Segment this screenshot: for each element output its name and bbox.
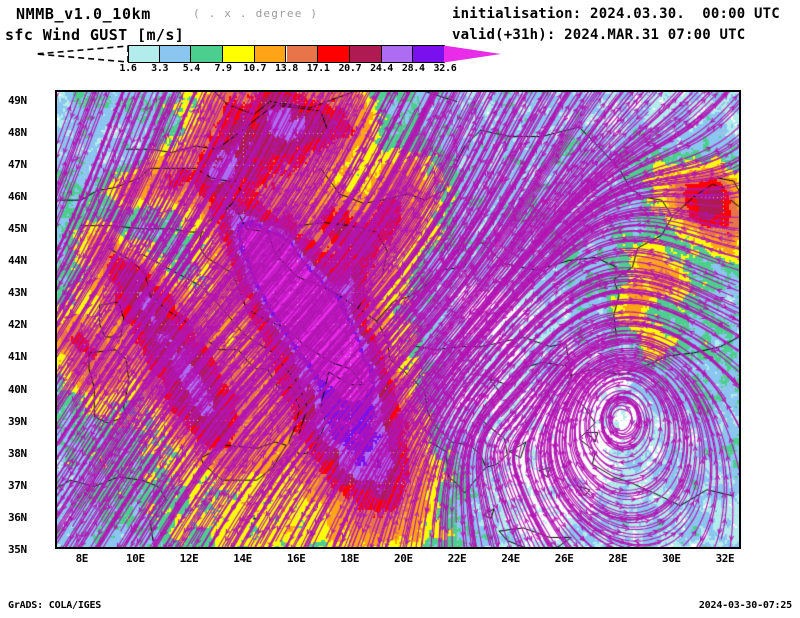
x-axis-tick: 18E (340, 552, 360, 565)
x-axis-tick: 20E (394, 552, 413, 565)
colorbar-tick: 7.9 (214, 63, 232, 74)
render-timestamp: 2024-03-30-07:25 (698, 600, 792, 611)
y-axis-tick: 44N (8, 254, 27, 268)
colorbar-segment (381, 45, 414, 63)
resolution-note: ( . x . degree ) (193, 7, 319, 20)
colorbar-segment (128, 45, 160, 63)
x-axis-tick: 14E (233, 552, 252, 565)
colorbar-segment (254, 45, 287, 63)
header: NMMB_v1.0_10km ( . x . degree ) sfc Wind… (0, 0, 800, 86)
x-axis-tick: 30E (661, 552, 681, 565)
colorbar-tick: 32.6 (433, 63, 457, 74)
colorbar-tick: 28.4 (401, 63, 425, 74)
grads-credit: GrADS: COLA/IGES (8, 600, 102, 611)
colorbar-under-arrow-icon (28, 45, 128, 63)
colorbar-tick: 3.3 (151, 63, 169, 74)
colorbar-segment (286, 45, 319, 63)
forecast-map[interactable] (55, 90, 741, 549)
x-axis-tick: 26E (554, 552, 574, 565)
colorbar-segment (159, 45, 192, 63)
y-axis-tick: 35N (8, 543, 27, 556)
y-axis-tick: 47N (8, 157, 27, 171)
model-title: NMMB_v1.0_10km (16, 5, 151, 23)
colorbar-tick: 17.1 (306, 63, 330, 74)
colorbar-legend: 1.6 3.3 5.4 7.9 10.7 13.8 17.1 20.7 24.4 28.4 32.6 (0, 44, 501, 84)
colorbar-segment (318, 45, 350, 63)
y-axis-tick: 37N (8, 478, 27, 492)
variable-title: sfc Wind GUST [m/s] (5, 26, 185, 44)
colorbar-over-arrow-icon (444, 45, 501, 63)
colorbar-tick: 20.7 (338, 63, 362, 74)
colorbar-tick: 5.4 (182, 63, 200, 74)
colorbar-segment (223, 45, 255, 63)
x-axis-tick: 22E (447, 552, 467, 565)
x-axis-tick: 16E (286, 552, 306, 565)
y-axis-tick: 42N (8, 318, 27, 332)
x-axis-tick: 28E (608, 552, 628, 565)
y-axis-tick: 38N (8, 446, 27, 460)
x-axis-tick: 10E (126, 552, 145, 565)
initialisation-time: initialisation: 2024.03.30. 00:00 UTC (452, 6, 780, 22)
colorbar-segment (349, 45, 382, 63)
y-axis-tick: 49N (8, 93, 27, 107)
y-axis-tick: 46N (8, 189, 27, 203)
colorbar-tick: 13.8 (275, 63, 298, 74)
colorbar-tick: 1.6 (119, 63, 137, 74)
valid-time: valid(+31h): 2024.MAR.31 07:00 UTC (452, 27, 746, 43)
colorbar-tick: 10.7 (243, 63, 267, 74)
x-axis-tick: 32E (715, 552, 735, 565)
y-axis-tick: 43N (8, 286, 27, 300)
y-axis-tick: 41N (8, 350, 27, 364)
y-axis-tick: 39N (8, 414, 27, 428)
colorbar-swatches (128, 45, 445, 63)
colorbar-tick: 24.4 (370, 63, 394, 74)
y-axis-tick: 48N (8, 125, 27, 139)
x-axis-tick: 12E (179, 552, 199, 565)
y-axis-tick: 40N (8, 382, 27, 396)
colorbar-segment (191, 45, 224, 63)
colorbar-segment (413, 45, 445, 63)
x-axis-tick: 24E (501, 552, 520, 565)
x-axis-tick: 8E (75, 552, 89, 565)
gust-field-canvas (57, 92, 739, 547)
y-axis-tick: 36N (8, 510, 27, 524)
y-axis-tick: 45N (8, 222, 27, 236)
